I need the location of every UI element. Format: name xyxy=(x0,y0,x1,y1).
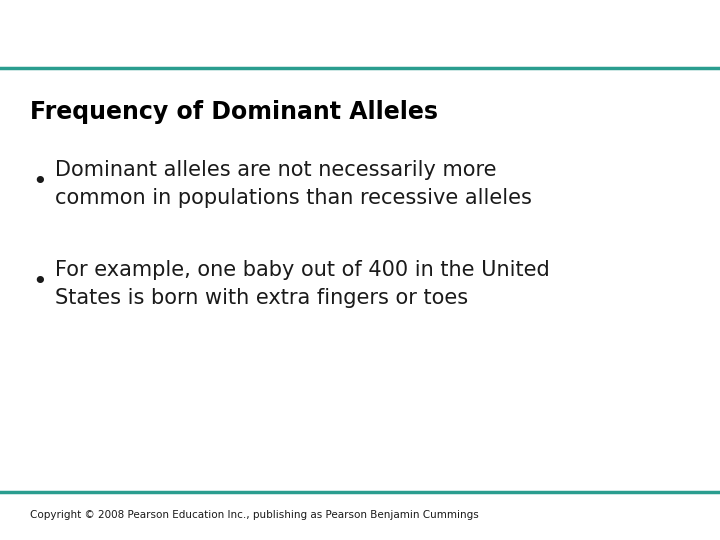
Text: common in populations than recessive alleles: common in populations than recessive all… xyxy=(55,188,532,208)
Text: Dominant alleles are not necessarily more: Dominant alleles are not necessarily mor… xyxy=(55,160,497,180)
Text: Frequency of Dominant Alleles: Frequency of Dominant Alleles xyxy=(30,100,438,124)
Text: Copyright © 2008 Pearson Education Inc., publishing as Pearson Benjamin Cummings: Copyright © 2008 Pearson Education Inc.,… xyxy=(30,510,479,520)
Text: •: • xyxy=(32,170,47,194)
Text: •: • xyxy=(32,270,47,294)
Text: States is born with extra fingers or toes: States is born with extra fingers or toe… xyxy=(55,288,468,308)
Text: For example, one baby out of 400 in the United: For example, one baby out of 400 in the … xyxy=(55,260,550,280)
